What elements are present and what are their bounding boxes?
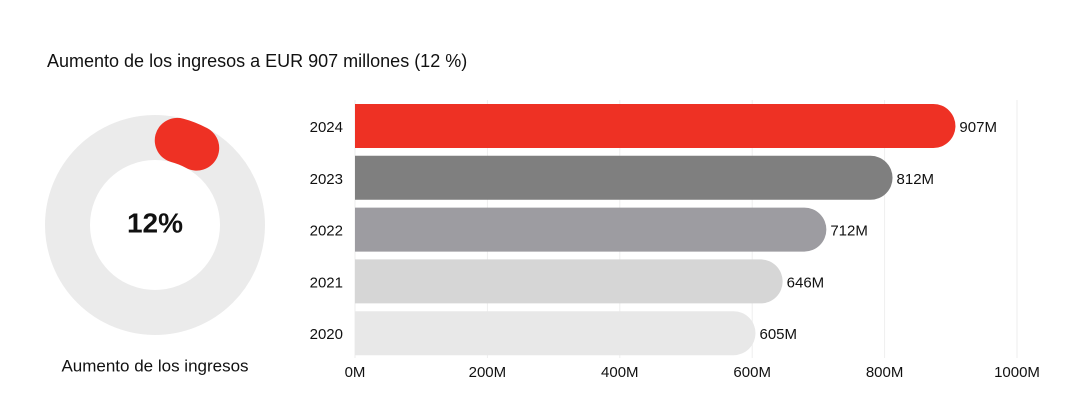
- donut-label: Aumento de los ingresos: [61, 356, 248, 375]
- bar: [355, 104, 956, 148]
- value-label: 812M: [897, 171, 935, 188]
- y-tick-label: 2024: [310, 119, 343, 136]
- value-label: 907M: [959, 119, 997, 136]
- bar: [355, 311, 756, 356]
- y-tick-label: 2020: [310, 326, 343, 343]
- bar: [355, 259, 783, 304]
- bar: [355, 207, 827, 252]
- x-tick-label: 400M: [601, 364, 639, 381]
- bar: [355, 155, 893, 200]
- value-label: 646M: [787, 274, 825, 291]
- y-tick-label: 2023: [310, 171, 343, 188]
- x-tick-label: 1000M: [994, 364, 1040, 381]
- x-tick-label: 0M: [345, 364, 366, 381]
- y-tick-label: 2021: [310, 274, 343, 291]
- x-tick-label: 200M: [469, 364, 507, 381]
- y-tick-label: 2022: [310, 223, 343, 240]
- donut-segment: [154, 117, 220, 171]
- x-tick-label: 800M: [866, 364, 904, 381]
- value-label: 605M: [760, 326, 798, 343]
- value-label: 712M: [830, 223, 868, 240]
- donut-center-label: 12%: [127, 207, 183, 238]
- x-tick-label: 600M: [733, 364, 771, 381]
- page-title: Aumento de los ingresos a EUR 907 millon…: [47, 51, 467, 71]
